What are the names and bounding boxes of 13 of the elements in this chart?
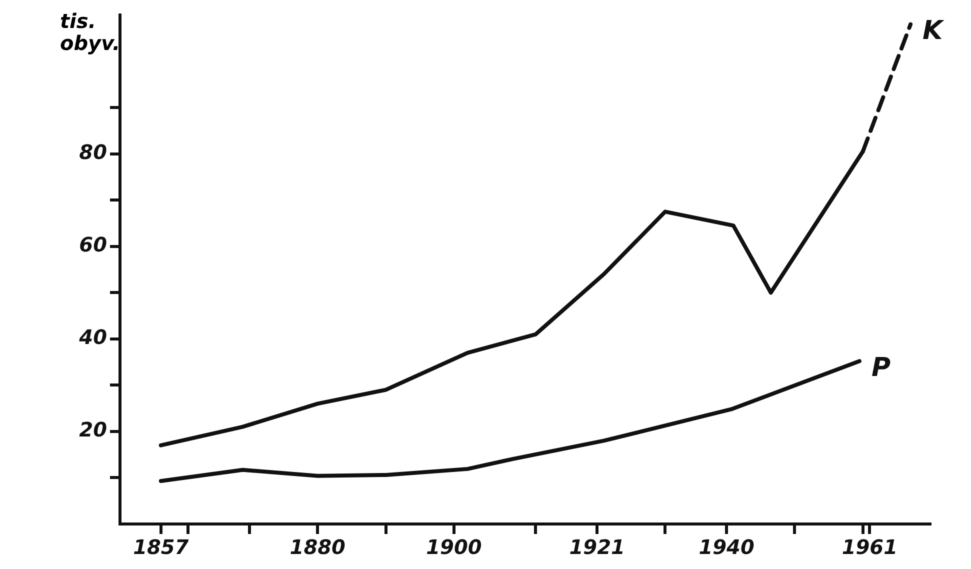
- y-tick-label: 60: [79, 232, 108, 257]
- x-tick-label: 1880: [290, 535, 346, 560]
- x-tick-label: 1940: [698, 535, 754, 560]
- y-tick-label: 40: [78, 325, 108, 350]
- x-tick-label: 1961: [842, 535, 898, 560]
- y-tick-label: 20: [79, 418, 108, 442]
- y-tick-label: 80: [79, 140, 108, 164]
- series-label: P: [871, 352, 891, 383]
- x-tick-label: 1900: [426, 535, 482, 560]
- x-tick-label: 1921: [569, 535, 625, 560]
- x-tick-label: 1857: [133, 535, 189, 560]
- y-axis-title: tis. obyv.: [60, 9, 120, 55]
- text: K: [922, 16, 945, 46]
